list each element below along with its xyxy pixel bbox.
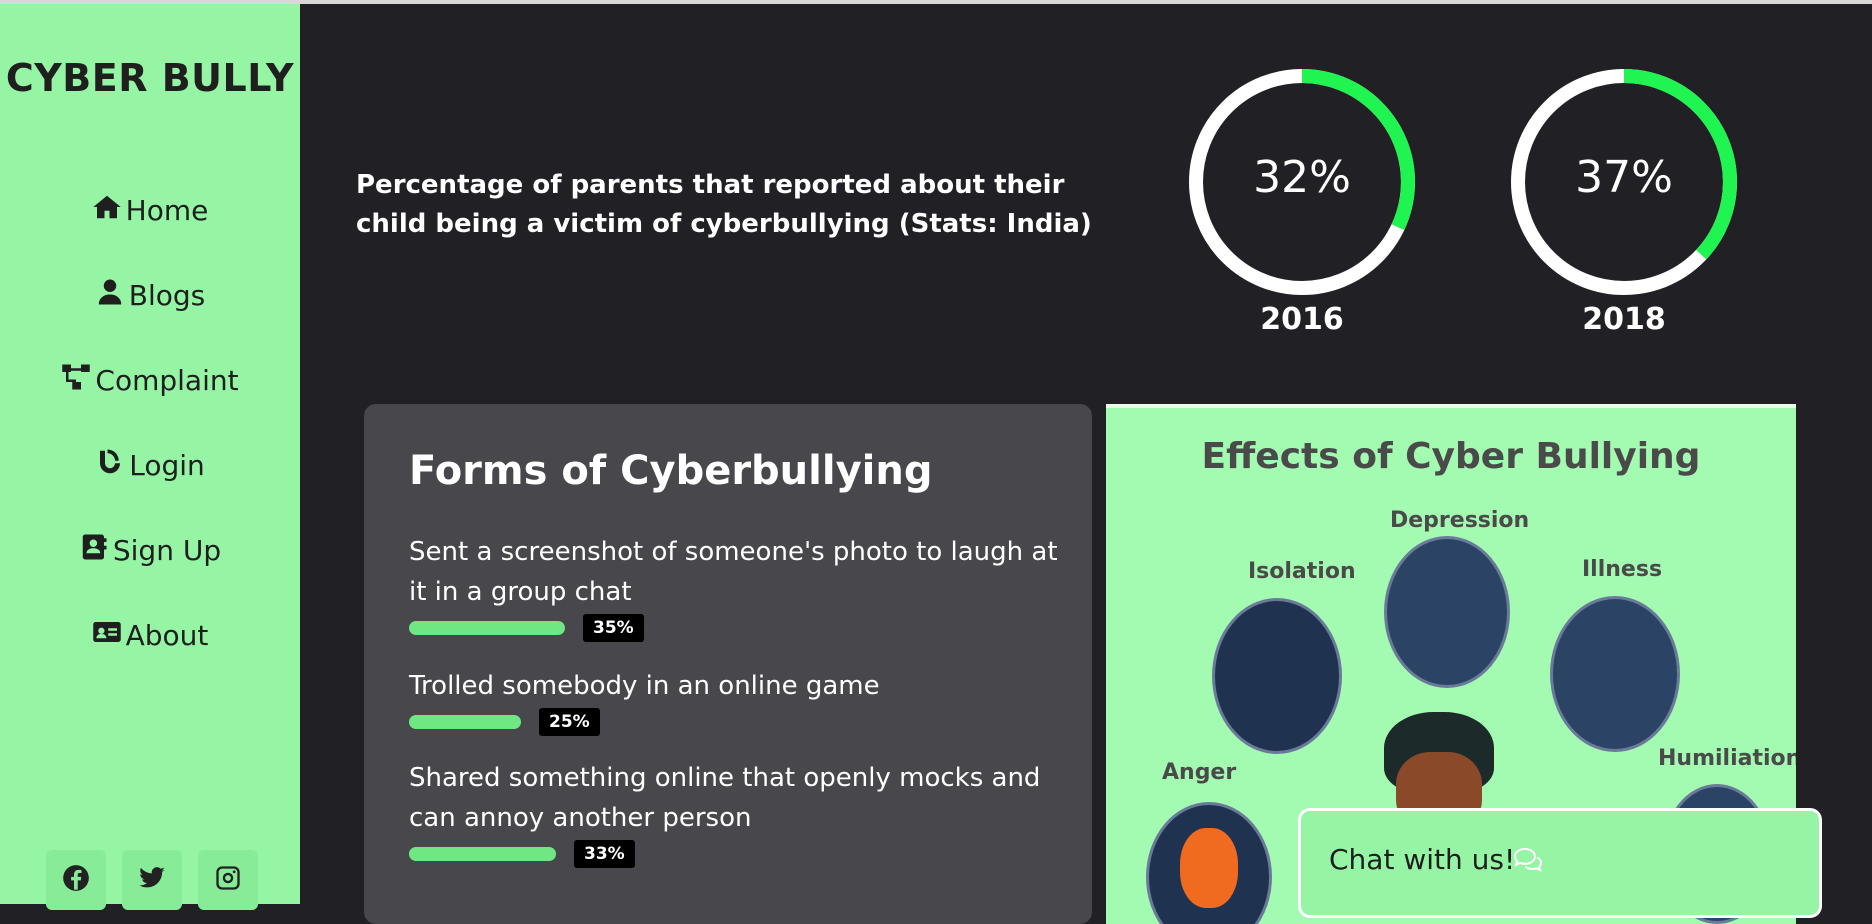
twitter-button[interactable] xyxy=(122,850,182,910)
effect-label-humiliation: Humiliation xyxy=(1658,746,1796,771)
chat-widget[interactable]: Chat with us! xyxy=(1298,808,1822,918)
chat-label: Chat with us! xyxy=(1329,843,1516,876)
twitter-icon xyxy=(138,864,166,896)
progress-label: 25% xyxy=(539,708,600,736)
comments-icon xyxy=(1513,847,1543,873)
effect-label-illness: Illness xyxy=(1582,557,1663,582)
nav-signup-label: Sign Up xyxy=(112,534,222,567)
nav-home-label: Home xyxy=(125,194,209,227)
effects-title: Effects of Cyber Bullying xyxy=(1201,436,1701,477)
address-book-icon xyxy=(79,532,109,569)
browser-top-border xyxy=(0,0,1872,4)
nav-login-label: Login xyxy=(129,449,205,482)
progress-bar xyxy=(409,847,556,861)
stat-value: 32% xyxy=(1253,152,1351,203)
progress-ring xyxy=(1511,69,1737,295)
facebook-button[interactable] xyxy=(46,850,106,910)
stats-description: Percentage of parents that reported abou… xyxy=(356,170,1092,239)
effect-label-depression: Depression xyxy=(1390,508,1530,533)
id-card-icon xyxy=(92,617,122,654)
effect-label-anger: Anger xyxy=(1162,760,1237,785)
nav-complaint[interactable]: Complaint xyxy=(0,362,300,399)
nav-blogs-label: Blogs xyxy=(128,279,206,312)
depression-illustration xyxy=(1384,536,1510,688)
form-item-text: Sent a screenshot of someone's photo to … xyxy=(409,537,1058,607)
stat-ring-2018: 37% 2018 xyxy=(1508,66,1740,337)
isolation-illustration xyxy=(1212,598,1342,754)
illness-illustration xyxy=(1550,596,1680,752)
stat-ring-2016: 32% 2016 xyxy=(1186,66,1418,337)
nav-blogs[interactable]: Blogs xyxy=(0,277,300,314)
home-icon xyxy=(92,192,122,229)
facebook-icon xyxy=(62,864,90,896)
stat-year: 2016 xyxy=(1260,302,1344,337)
effects-infographic: Effects of Cyber Bullying Depression Iso… xyxy=(1106,404,1796,924)
nav-home[interactable]: Home xyxy=(0,192,300,229)
nav-signup[interactable]: Sign Up xyxy=(0,532,300,569)
instagram-icon xyxy=(214,864,242,896)
instagram-button[interactable] xyxy=(198,850,258,910)
form-item: Shared something online that openly mock… xyxy=(409,758,1059,868)
progress-ring xyxy=(1189,69,1415,295)
social-links xyxy=(46,850,258,910)
nav-about-label: About xyxy=(125,619,209,652)
user-icon xyxy=(95,277,125,314)
form-item-text: Trolled somebody in an online game xyxy=(409,671,880,701)
progress-label: 35% xyxy=(583,614,644,642)
form-item: Sent a screenshot of someone's photo to … xyxy=(409,532,1059,642)
sitemap-icon xyxy=(61,362,91,399)
angry-face-icon xyxy=(1180,828,1238,908)
form-item-text: Shared something online that openly mock… xyxy=(409,763,1041,833)
progress-bar xyxy=(409,621,565,635)
progress-label: 33% xyxy=(574,840,635,868)
sidebar: CYBER BULLY Home Blogs Complaint Login S… xyxy=(0,4,300,910)
nav-complaint-label: Complaint xyxy=(95,364,239,397)
stat-value: 37% xyxy=(1575,152,1673,203)
stat-year: 2018 xyxy=(1582,302,1666,337)
nav-about[interactable]: About xyxy=(0,617,300,654)
effect-label-isolation: Isolation xyxy=(1248,559,1356,584)
nav-login[interactable]: Login xyxy=(0,447,300,484)
brand-logo: CYBER BULLY xyxy=(5,56,295,100)
forms-card: Forms of Cyberbullying Sent a screenshot… xyxy=(364,404,1092,924)
forms-title: Forms of Cyberbullying xyxy=(409,448,933,494)
blogger-icon xyxy=(95,447,125,484)
form-item: Trolled somebody in an online game 25% xyxy=(409,666,1059,736)
progress-bar xyxy=(409,715,521,729)
